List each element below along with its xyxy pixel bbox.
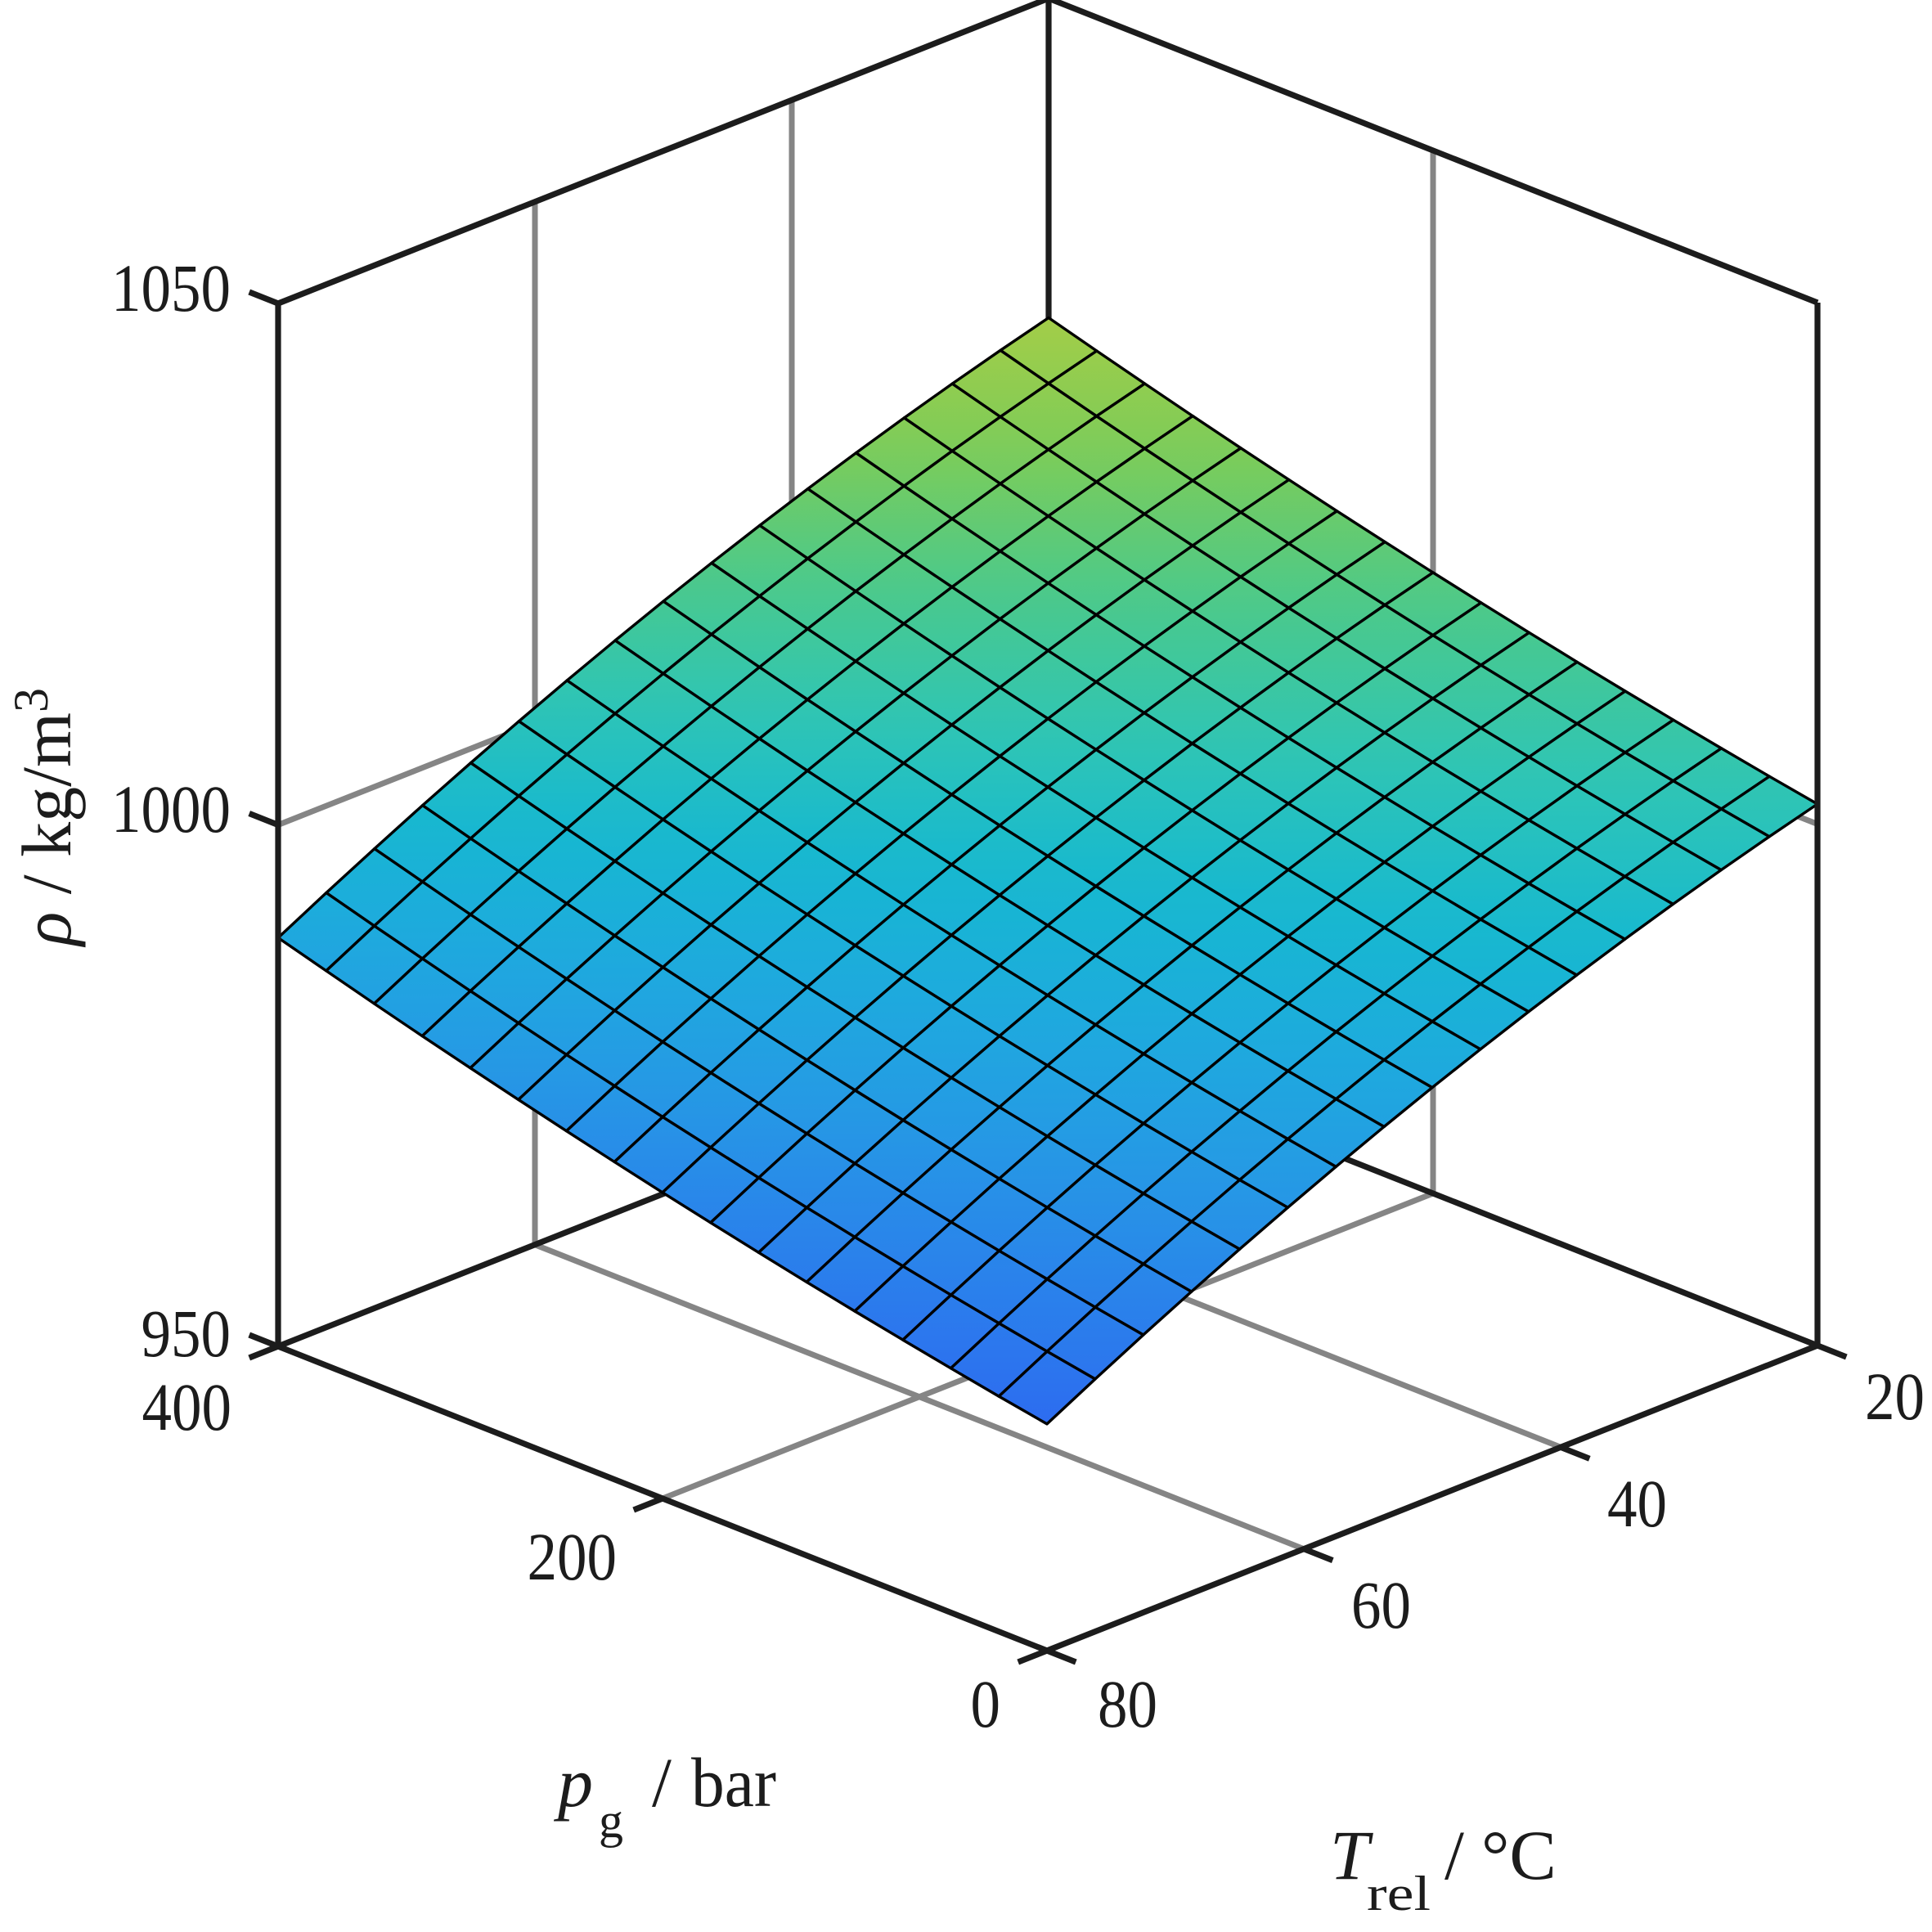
svg-text:20: 20 — [1865, 1359, 1925, 1434]
svg-text:0: 0 — [971, 1666, 1001, 1741]
svg-text:80: 80 — [1098, 1666, 1157, 1741]
svg-text:1000: 1000 — [111, 771, 231, 847]
svg-text:Trel/°C: Trel / °C — [1330, 1816, 1557, 1921]
svg-text:200: 200 — [528, 1519, 618, 1594]
svg-text:950: 950 — [142, 1296, 231, 1371]
svg-text:1050: 1050 — [111, 250, 231, 326]
svg-text:60: 60 — [1351, 1567, 1411, 1642]
svg-text:pg/bar: p g / bar — [553, 1743, 776, 1848]
svg-text:40: 40 — [1607, 1466, 1667, 1541]
svg-text:ρ / kg/m3: ρ / kg/m3 — [4, 688, 86, 948]
svg-text:400: 400 — [142, 1369, 232, 1445]
